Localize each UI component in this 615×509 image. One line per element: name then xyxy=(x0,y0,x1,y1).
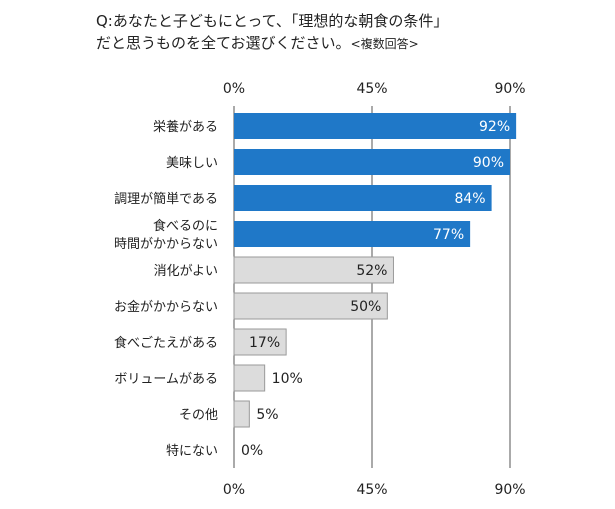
title-note: <複数回答> xyxy=(350,37,419,51)
bar-1 xyxy=(234,149,510,175)
category-label-8: その他 xyxy=(179,408,218,423)
category-label-3-line-0: 食べるのに xyxy=(153,218,218,234)
bar-4 xyxy=(233,256,394,284)
value-label-1: 90% xyxy=(473,155,504,171)
title-line-1: Q:あなたと子どもにとって、「理想的な朝食の条件」 xyxy=(96,12,449,30)
bar-0 xyxy=(234,113,517,139)
tick-label-top-0: 0% xyxy=(223,81,245,97)
category-label-8-line-0: その他 xyxy=(179,408,218,423)
title-line-2: だと思うものを全てお選びください。<複数回答> xyxy=(96,32,566,55)
category-label-4: 消化がよい xyxy=(154,264,218,279)
category-label-3-line-1: 時間がかからない xyxy=(114,237,218,252)
category-label-7-line-0: ボリュームがある xyxy=(114,372,218,387)
bar-3 xyxy=(234,221,471,247)
category-label-9-line-0: 特にない xyxy=(166,444,218,459)
value-label-4: 52% xyxy=(356,263,387,279)
bar-8 xyxy=(233,400,250,428)
value-label-3: 77% xyxy=(433,227,464,243)
category-label-6: 食べごたえがある xyxy=(114,335,218,351)
bar-7 xyxy=(233,364,266,392)
category-label-5-line-0: お金がかからない xyxy=(114,299,218,315)
category-label-0-line-0: 栄養がある xyxy=(153,119,218,135)
bar-6 xyxy=(233,328,287,356)
tick-label-top-90: 90% xyxy=(494,81,525,97)
value-label-8: 5% xyxy=(256,407,278,423)
chart-title: Q:あなたと子どもにとって、「理想的な朝食の条件」 だと思うものを全てお選びくだ… xyxy=(96,10,566,55)
bar-2 xyxy=(234,185,492,211)
category-label-7: ボリュームがある xyxy=(114,372,218,387)
value-label-5: 50% xyxy=(350,299,381,315)
category-label-4-line-0: 消化がよい xyxy=(154,264,218,279)
title-line-2-text: だと思うものを全てお選びください。 xyxy=(96,34,351,52)
category-label-6-line-0: 食べごたえがある xyxy=(114,335,218,351)
category-label-0: 栄養がある xyxy=(153,119,218,135)
tick-label-bottom-45: 45% xyxy=(356,482,387,498)
value-label-9: 0% xyxy=(241,443,263,459)
bar-5 xyxy=(233,292,388,320)
tick-label-bottom-0: 0% xyxy=(223,482,245,498)
value-label-2: 84% xyxy=(454,191,485,207)
category-label-3: 食べるのに時間がかからない xyxy=(114,218,218,252)
category-label-9: 特にない xyxy=(166,444,218,459)
value-label-0: 92% xyxy=(479,119,510,135)
category-label-2-line-0: 調理が簡単である xyxy=(114,191,218,207)
value-label-7: 10% xyxy=(272,371,303,387)
category-label-1: 美味しい xyxy=(166,156,218,171)
tick-label-top-45: 45% xyxy=(356,81,387,97)
category-label-1-line-0: 美味しい xyxy=(166,156,218,171)
value-label-6: 17% xyxy=(249,335,280,351)
category-label-5: お金がかからない xyxy=(114,299,218,315)
category-label-2: 調理が簡単である xyxy=(114,191,218,207)
tick-label-bottom-90: 90% xyxy=(494,482,525,498)
